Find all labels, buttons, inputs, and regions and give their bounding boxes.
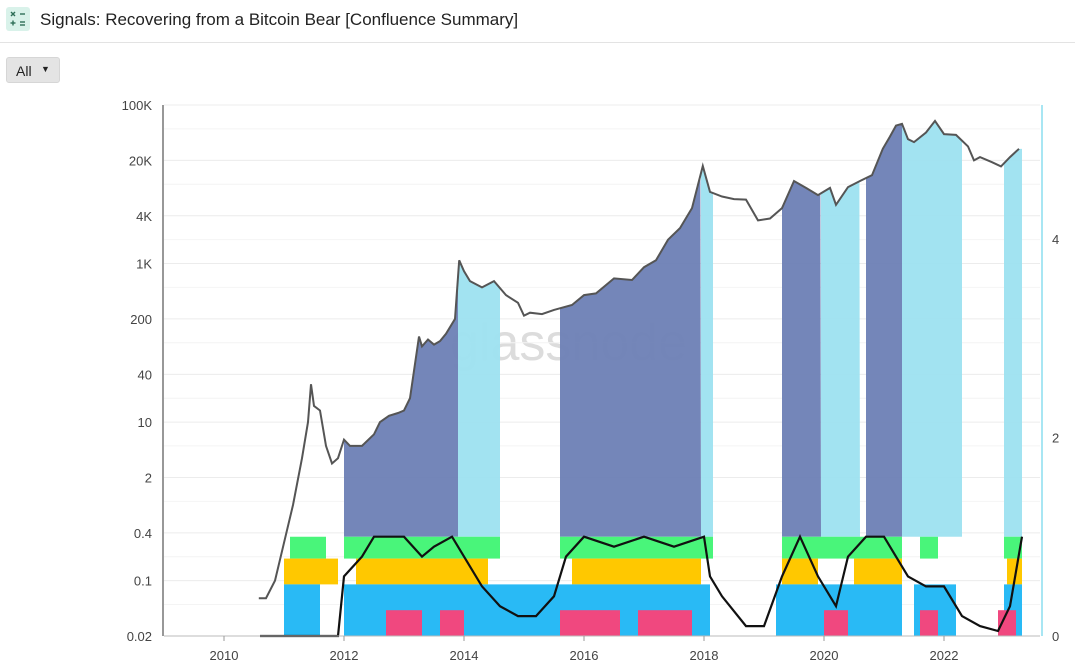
green-signal-bar bbox=[920, 536, 938, 559]
series-lines bbox=[258, 119, 1024, 638]
band_light-area bbox=[1004, 148, 1022, 537]
y-left-tick-label: 2 bbox=[145, 470, 152, 485]
green-signal-bar bbox=[782, 536, 902, 559]
y-left-tick-label: 4K bbox=[136, 209, 152, 224]
y-left-tick-label: 0.4 bbox=[134, 526, 152, 541]
pink-signal-bar bbox=[638, 610, 692, 636]
blue-signal-bar bbox=[284, 584, 320, 636]
yellow-signal-bar bbox=[854, 558, 902, 585]
band_light-area bbox=[701, 168, 713, 537]
x-tick-label: 2018 bbox=[690, 648, 719, 663]
filter-label: All bbox=[16, 63, 32, 79]
header-bar: Signals: Recovering from a Bitcoin Bear … bbox=[0, 0, 1075, 43]
band_dark-area bbox=[782, 180, 821, 537]
asset-filter-dropdown[interactable]: All ▼ bbox=[6, 57, 60, 83]
y-left-tick-label: 200 bbox=[130, 312, 152, 327]
band_light-area bbox=[458, 260, 500, 537]
band_light-area bbox=[821, 181, 860, 537]
green-signal-bar bbox=[290, 536, 326, 559]
y-left-tick-label: 100K bbox=[122, 98, 153, 113]
yellow-signal-bar bbox=[572, 558, 701, 585]
price-line bbox=[258, 119, 1020, 600]
page-title: Signals: Recovering from a Bitcoin Bear … bbox=[40, 10, 519, 29]
y-right-tick-label: 4 bbox=[1052, 232, 1059, 247]
x-tick-label: 2010 bbox=[210, 648, 239, 663]
band_dark-area bbox=[344, 277, 458, 537]
axes: 100K 20K 4K 1K 200 40 10 2 0.4 0.1 0.02 4 2 0 2010 2012… bbox=[122, 98, 1060, 663]
band_dark-area bbox=[560, 175, 701, 537]
y-left-tick-label: 0.1 bbox=[134, 574, 152, 589]
yellow-signal-bar bbox=[284, 558, 338, 585]
band_dark-area bbox=[866, 123, 902, 537]
pink-signal-bar bbox=[920, 610, 938, 636]
x-tick-label: 2012 bbox=[330, 648, 359, 663]
pink-signal-bar bbox=[824, 610, 848, 636]
x-tick-label: 2020 bbox=[810, 648, 839, 663]
y-left-tick-label: 0.02 bbox=[127, 629, 152, 644]
pink-signal-bar bbox=[998, 610, 1016, 636]
y-left-tick-label: 40 bbox=[138, 367, 152, 382]
x-tick-label: 2014 bbox=[450, 648, 479, 663]
y-left-tick-label: 10 bbox=[138, 415, 152, 430]
pink-signal-bar bbox=[386, 610, 422, 636]
calculator-icon bbox=[6, 7, 30, 31]
band_light-area bbox=[902, 121, 962, 537]
y-right-tick-label: 0 bbox=[1052, 629, 1059, 644]
y-left-tick-label: 1K bbox=[136, 257, 152, 272]
yellow-signal-bar bbox=[1007, 558, 1022, 585]
y-left-tick-label: 20K bbox=[129, 153, 152, 168]
x-tick-label: 2016 bbox=[570, 648, 599, 663]
yellow-signal-bar bbox=[356, 558, 488, 585]
caret-down-icon: ▼ bbox=[41, 64, 50, 74]
x-tick-label: 2022 bbox=[930, 648, 959, 663]
signal-bands bbox=[284, 121, 1022, 636]
pink-signal-bar bbox=[560, 610, 620, 636]
green-signal-bar bbox=[1004, 536, 1022, 559]
y-right-tick-label: 2 bbox=[1052, 430, 1059, 445]
signal-line bbox=[260, 534, 1024, 638]
pink-signal-bar bbox=[440, 610, 464, 636]
